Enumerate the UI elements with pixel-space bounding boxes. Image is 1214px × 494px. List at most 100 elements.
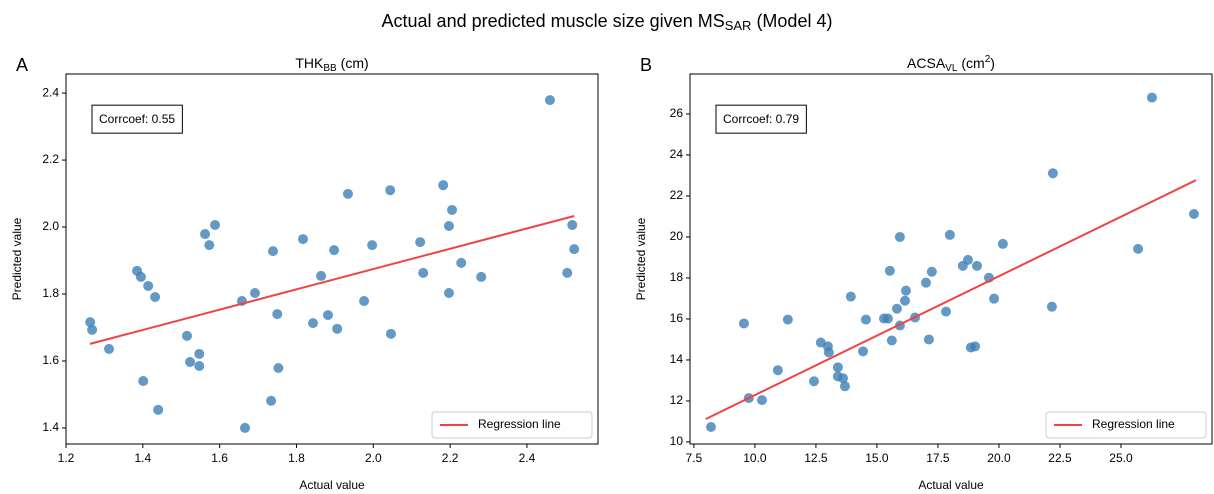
data-point <box>332 323 343 334</box>
panel-title-subscript: BB <box>323 63 337 74</box>
data-point <box>194 348 205 359</box>
x-axis-label: Actual value <box>918 478 984 492</box>
data-point <box>1133 243 1144 254</box>
x-tick-label: 12.5 <box>804 451 828 465</box>
y-tick-label: 1.8 <box>42 286 59 300</box>
data-point <box>884 265 895 276</box>
data-point <box>926 266 937 277</box>
data-point <box>476 271 487 282</box>
y-tick-label: 1.4 <box>42 420 59 434</box>
annotation-box <box>715 104 807 134</box>
data-point <box>153 404 164 415</box>
data-point <box>562 267 573 278</box>
axes-frame <box>689 73 1213 445</box>
data-point <box>886 335 897 346</box>
data-point <box>297 234 308 245</box>
data-point <box>150 292 161 303</box>
data-point <box>569 244 580 255</box>
y-tick-label: 20 <box>670 229 684 243</box>
data-point <box>891 303 902 314</box>
data-point <box>307 318 318 329</box>
panel-title: ACSAVL (cm2) <box>907 54 995 74</box>
data-point <box>567 220 578 231</box>
y-tick-label: 1.6 <box>42 353 59 367</box>
data-point <box>181 330 192 341</box>
data-point <box>272 309 283 320</box>
x-tick-label: 1.2 <box>58 451 75 465</box>
y-tick-label: 14 <box>670 352 684 366</box>
y-tick-label: 12 <box>670 393 684 407</box>
data-point <box>962 254 973 265</box>
title-text: Actual and predicted muscle size given M… <box>382 11 725 31</box>
panel-title-suffix: (cm <box>961 55 984 71</box>
x-tick-label: 1.4 <box>134 451 151 465</box>
data-point <box>782 314 793 325</box>
data-point <box>989 293 1000 304</box>
legend-label: Regression line <box>1092 417 1175 431</box>
panel-title: THKBB (cm) <box>295 55 368 74</box>
data-point <box>443 221 454 232</box>
x-tick-label: 2.0 <box>365 451 382 465</box>
y-tick-label: 2.0 <box>42 219 59 233</box>
data-point <box>838 373 849 384</box>
data-point <box>359 296 370 307</box>
panel-title-subscript: VL <box>945 63 958 74</box>
x-tick-label: 1.6 <box>211 451 228 465</box>
data-point <box>85 317 96 328</box>
y-tick-label: 24 <box>670 147 684 161</box>
panel-label: B <box>640 55 652 75</box>
data-point <box>447 204 458 215</box>
data-point <box>965 342 976 353</box>
y-axis-label: Predicted value <box>10 217 24 300</box>
x-axis-label: Actual value <box>299 478 365 492</box>
data-point <box>900 285 911 296</box>
data-point <box>839 381 850 392</box>
panel-title-superscript: 2 <box>985 54 991 65</box>
data-point <box>858 346 869 357</box>
data-point <box>249 287 260 298</box>
data-point <box>385 185 396 196</box>
data-point <box>268 246 279 257</box>
y-tick-label: 26 <box>670 106 684 120</box>
data-point <box>266 395 277 406</box>
data-point <box>87 324 98 335</box>
data-point <box>322 310 333 321</box>
y-tick-label: 18 <box>670 270 684 284</box>
data-point <box>920 277 931 288</box>
data-point <box>456 257 467 268</box>
panel-title-suffix: ) <box>990 55 995 71</box>
data-point <box>210 220 221 231</box>
data-point <box>438 180 449 191</box>
data-point <box>143 280 154 291</box>
data-point <box>832 362 843 373</box>
data-point <box>316 270 327 281</box>
data-point <box>772 365 783 376</box>
regression-line <box>705 179 1197 420</box>
data-point <box>1047 168 1058 179</box>
data-point <box>239 422 250 433</box>
data-point <box>329 245 340 256</box>
data-point <box>738 318 749 329</box>
legend-label: Regression line <box>478 417 561 431</box>
data-point <box>367 240 378 251</box>
data-point <box>1046 301 1057 312</box>
data-point <box>971 260 982 271</box>
data-point <box>940 306 951 317</box>
x-tick-label: 1.8 <box>288 451 305 465</box>
annotation: Corrcoef: 0.79 <box>723 112 799 126</box>
y-tick-label: 22 <box>670 188 684 202</box>
annotation-box <box>91 104 183 134</box>
x-tick-label: 25.0 <box>1109 451 1133 465</box>
panel-title-text: THK <box>295 55 324 71</box>
axes-frame <box>65 73 599 445</box>
x-tick-label: 7.5 <box>686 451 703 465</box>
data-point <box>273 362 284 373</box>
data-point <box>418 267 429 278</box>
data-point <box>385 328 396 339</box>
x-tick-label: 17.5 <box>926 451 950 465</box>
y-tick-label: 2.4 <box>42 85 59 99</box>
data-point <box>135 271 146 282</box>
data-point <box>823 347 834 358</box>
data-point <box>923 334 934 345</box>
